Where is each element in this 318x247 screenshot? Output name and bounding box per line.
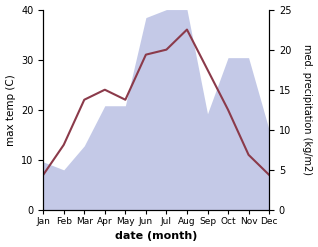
X-axis label: date (month): date (month)	[115, 231, 197, 242]
Y-axis label: max temp (C): max temp (C)	[5, 74, 16, 146]
Y-axis label: med. precipitation (kg/m2): med. precipitation (kg/m2)	[302, 44, 313, 175]
